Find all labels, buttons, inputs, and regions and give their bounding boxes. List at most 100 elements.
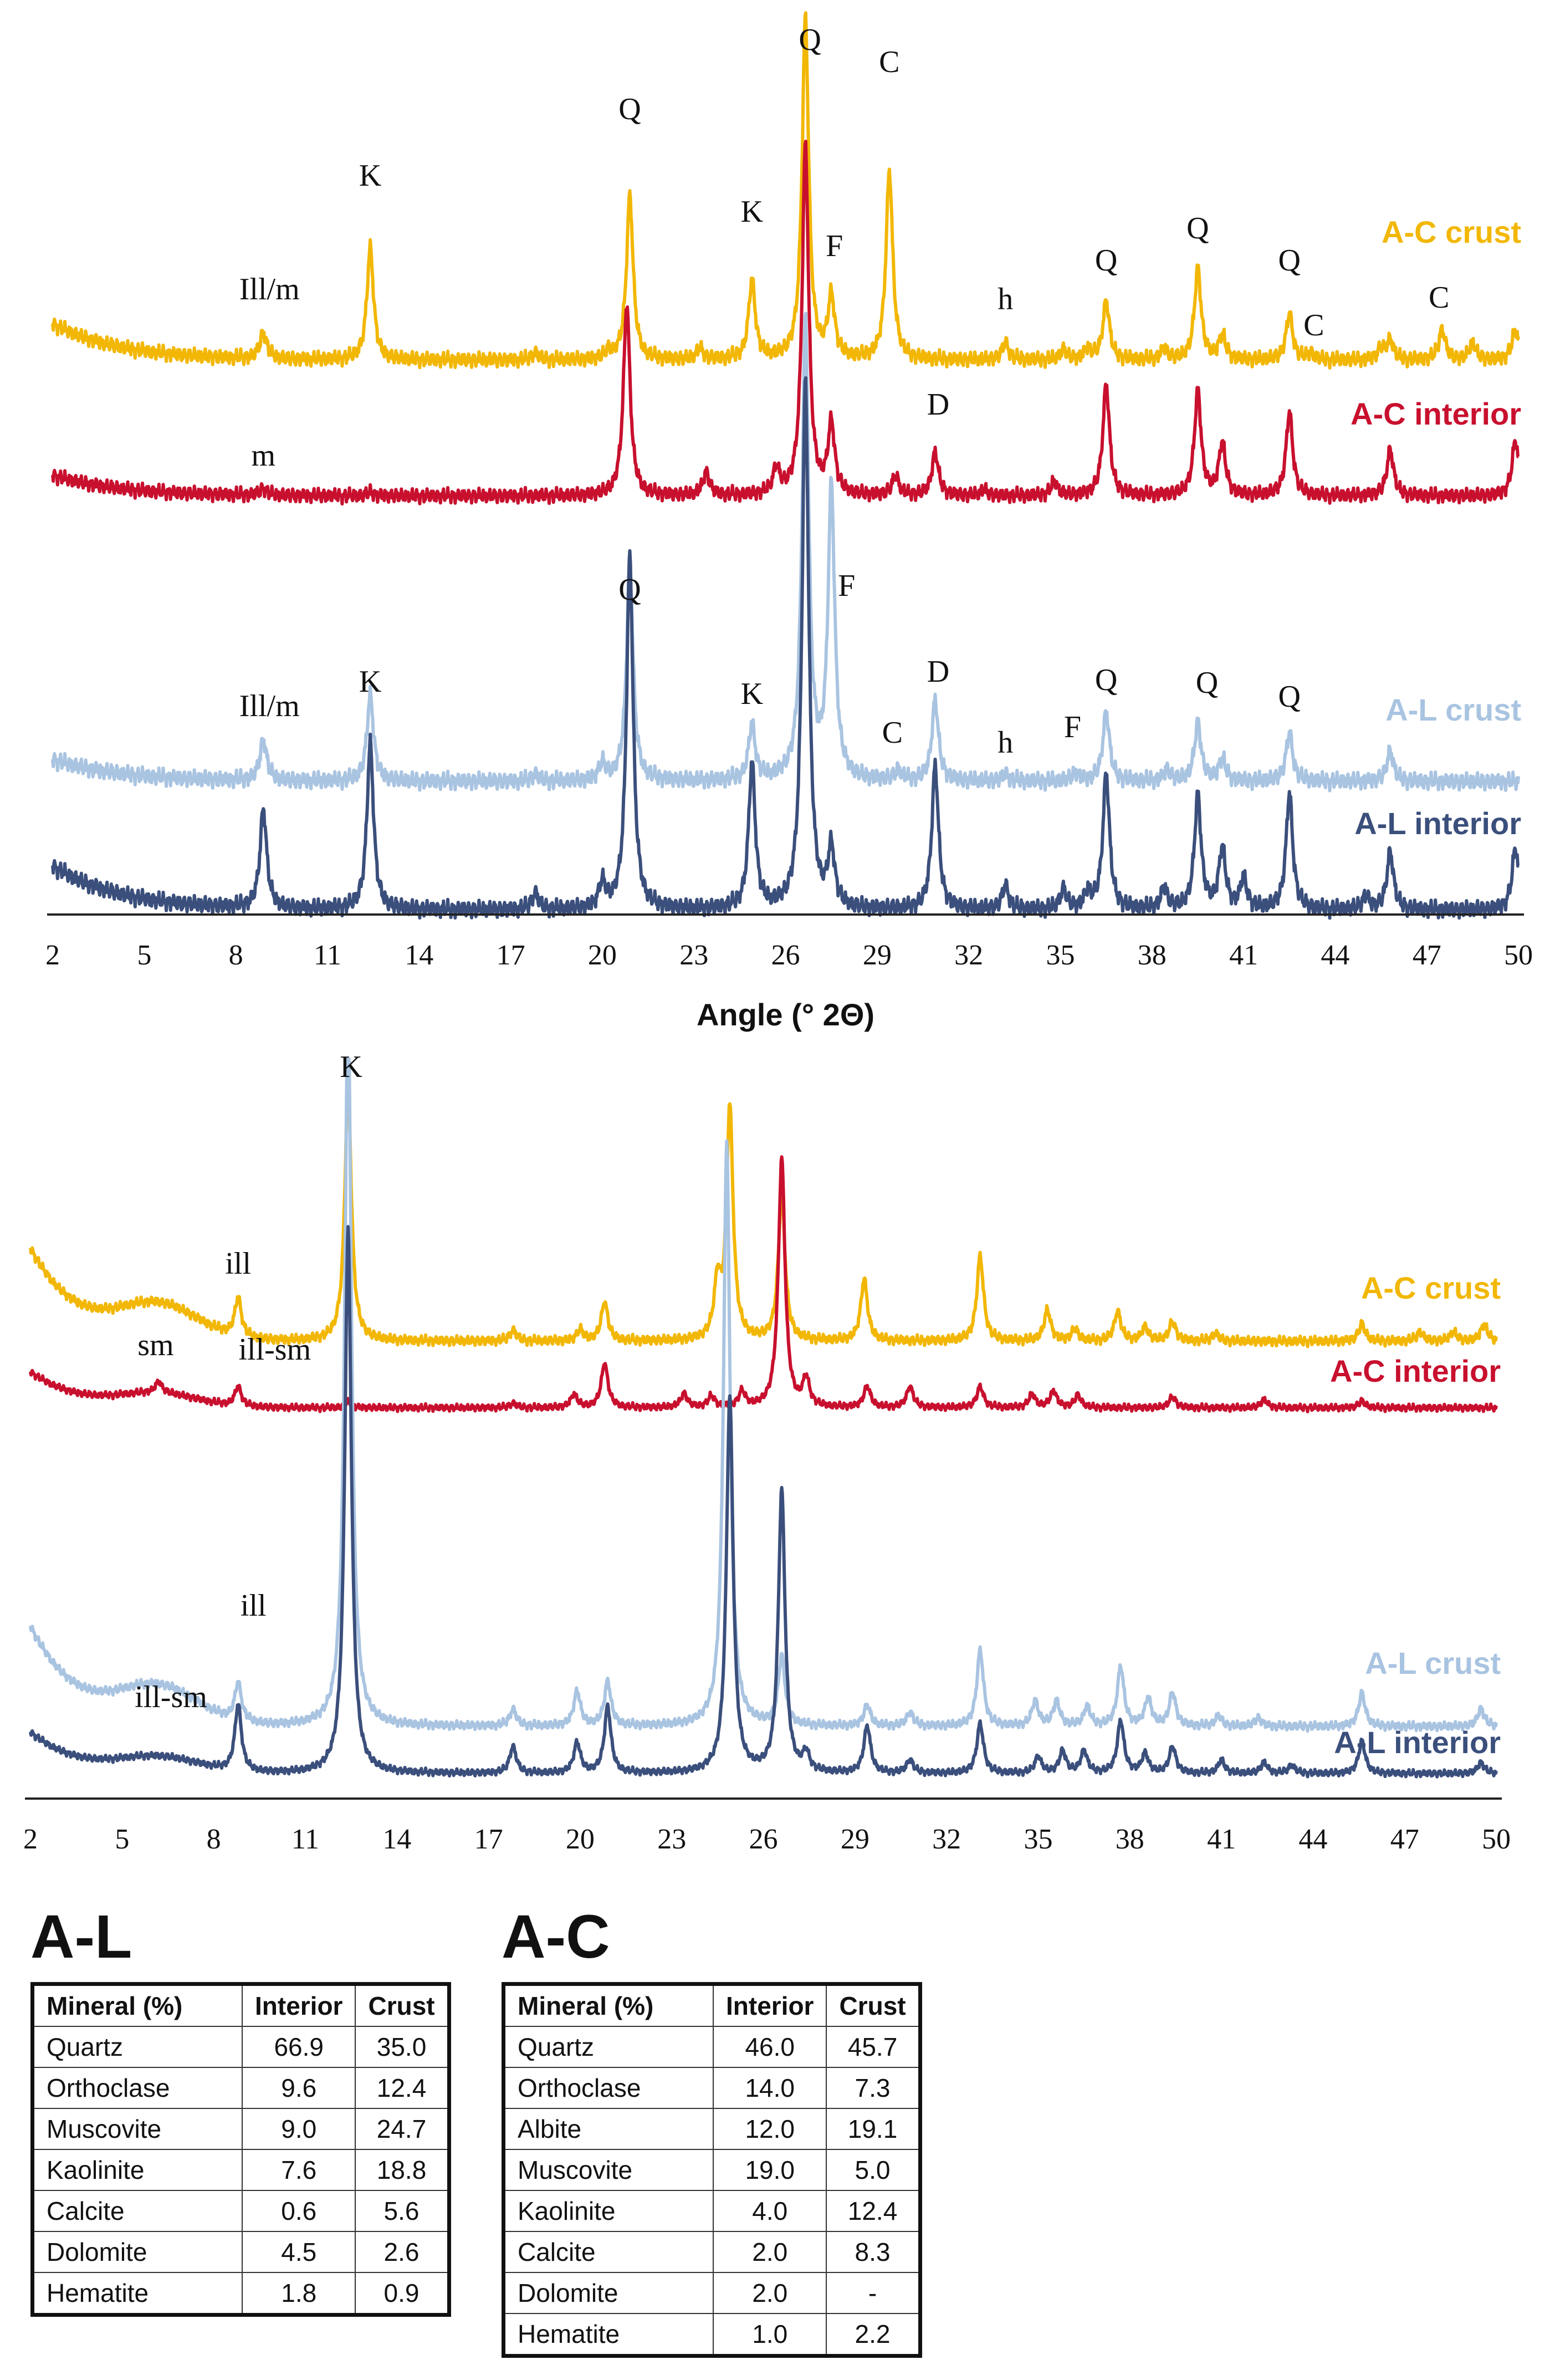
peak-label: D bbox=[927, 655, 949, 689]
crust-value-cell: 2.6 bbox=[355, 2231, 450, 2273]
xrd-chart-clay: A-C crust A-C interior A-L crust A-L interi… bbox=[23, 1050, 1511, 1851]
series-label-a-c-interior: A-C interior bbox=[1351, 396, 1521, 431]
crust-value-cell: 7.3 bbox=[826, 2067, 921, 2109]
peak-label: K bbox=[340, 1050, 362, 1084]
crust-value-cell: - bbox=[826, 2272, 921, 2314]
table-row: Calcite 0.6 5.6 bbox=[32, 2190, 450, 2232]
table-row: Muscovite 9.0 24.7 bbox=[32, 2108, 450, 2150]
mineral-name-cell: Dolomite bbox=[503, 2272, 714, 2314]
x-tick-label: 29 bbox=[841, 1824, 869, 1851]
peak-label: K bbox=[741, 677, 763, 711]
peak-label: C bbox=[1303, 308, 1324, 343]
crust-value-cell: 18.8 bbox=[355, 2149, 450, 2191]
peak-label: Q bbox=[799, 23, 821, 57]
crust-value-cell: 5.0 bbox=[826, 2149, 921, 2191]
peak-label: h bbox=[998, 726, 1013, 760]
x-tick-label: 23 bbox=[679, 939, 708, 971]
mineral-name-cell: Muscovite bbox=[503, 2149, 714, 2191]
mineral-name-cell: Dolomite bbox=[32, 2231, 243, 2273]
table-row: Orthoclase 14.0 7.3 bbox=[503, 2067, 921, 2109]
mineral-name-cell: Hematite bbox=[503, 2313, 714, 2357]
table-row: Kaolinite 7.6 18.8 bbox=[32, 2149, 450, 2191]
table-row: Orthoclase 9.6 12.4 bbox=[32, 2067, 450, 2109]
header-interior: Interior bbox=[241, 1983, 356, 2027]
mineral-name-cell: Calcite bbox=[503, 2231, 714, 2273]
mineral-name-cell: Hematite bbox=[32, 2272, 243, 2316]
series-label-a-l-crust: A-L crust bbox=[1365, 1646, 1501, 1681]
interior-value-cell: 2.0 bbox=[712, 2272, 827, 2314]
series-label-a-c-crust: A-C crust bbox=[1361, 1270, 1501, 1305]
x-tick-label: 32 bbox=[932, 1824, 961, 1851]
x-tick-label: 26 bbox=[749, 1824, 778, 1851]
mineral-name-cell: Muscovite bbox=[32, 2108, 243, 2150]
mineral-tables: A-L Mineral (%) Interior Crust Quartz 66.… bbox=[0, 1907, 1560, 2380]
header-mineral: Mineral (%) bbox=[503, 1983, 714, 2027]
x-tick-label: 17 bbox=[497, 939, 525, 971]
series-line-a-l-interior bbox=[51, 376, 1520, 920]
interior-value-cell: 4.5 bbox=[241, 2231, 356, 2273]
x-tick-label: 23 bbox=[657, 1824, 686, 1851]
peak-label: Q bbox=[1278, 680, 1300, 714]
peak-label: Q bbox=[1095, 243, 1117, 278]
peak-label: m bbox=[251, 438, 275, 473]
peak-label: F bbox=[1064, 710, 1081, 744]
peak-label: Q bbox=[618, 573, 641, 607]
peak-label: ill bbox=[241, 1589, 267, 1623]
al-mineral-table: Mineral (%) Interior Crust Quartz 66.9 35.… bbox=[30, 1982, 451, 2317]
interior-value-cell: 12.0 bbox=[712, 2108, 827, 2150]
ac-table-block: A-C Mineral (%) Interior Crust Quartz 46.… bbox=[502, 1907, 922, 2358]
x-tick-label: 8 bbox=[229, 939, 243, 971]
x-tick-label: 26 bbox=[771, 939, 800, 971]
crust-value-cell: 0.9 bbox=[355, 2272, 450, 2316]
interior-value-cell: 19.0 bbox=[712, 2149, 827, 2191]
interior-value-cell: 9.0 bbox=[241, 2108, 356, 2150]
series-line-a-c-crust bbox=[29, 1078, 1498, 1349]
x-tick-label: 41 bbox=[1229, 939, 1258, 971]
crust-value-cell: 8.3 bbox=[826, 2231, 921, 2273]
mineral-name-cell: Kaolinite bbox=[32, 2149, 243, 2191]
peak-label: K bbox=[741, 195, 763, 229]
interior-value-cell: 0.6 bbox=[241, 2190, 356, 2232]
interior-value-cell: 9.6 bbox=[241, 2067, 356, 2109]
peak-label: F bbox=[838, 569, 855, 603]
x-tick-label: 47 bbox=[1390, 1824, 1419, 1851]
peak-label: C bbox=[879, 45, 899, 79]
x-tick-label: 50 bbox=[1482, 1824, 1511, 1851]
peak-label: Q bbox=[1278, 243, 1300, 278]
x-tick-label: 35 bbox=[1046, 939, 1075, 971]
x-tick-label: 2 bbox=[45, 939, 60, 971]
series-line-a-l-interior bbox=[29, 1225, 1498, 1779]
x-axis-title: Angle (° 2Θ) bbox=[697, 997, 874, 1032]
peak-label: sm bbox=[137, 1328, 173, 1362]
crust-value-cell: 24.7 bbox=[355, 2108, 450, 2150]
interior-value-cell: 1.8 bbox=[241, 2272, 356, 2316]
header-crust: Crust bbox=[826, 1983, 921, 2027]
interior-value-cell: 4.0 bbox=[712, 2190, 827, 2232]
crust-value-cell: 2.2 bbox=[826, 2313, 921, 2357]
interior-value-cell: 66.9 bbox=[241, 2026, 356, 2068]
series-label-a-l-crust: A-L crust bbox=[1385, 692, 1521, 727]
x-tick-label: 35 bbox=[1024, 1824, 1052, 1851]
table-row: Quartz 46.0 45.7 bbox=[503, 2026, 921, 2068]
table-row: Dolomite 2.0- bbox=[503, 2272, 921, 2314]
x-tick-label: 38 bbox=[1116, 1824, 1144, 1851]
header-mineral: Mineral (%) bbox=[32, 1983, 243, 2027]
table-row: Kaolinite 4.0 12.4 bbox=[503, 2190, 921, 2232]
x-tick-label: 8 bbox=[207, 1824, 221, 1851]
peak-label: K bbox=[359, 159, 381, 193]
peak-label: ill bbox=[225, 1247, 251, 1281]
crust-value-cell: 12.4 bbox=[355, 2067, 450, 2109]
xrd-chart-bulk: A-C crust A-C interior A-L crust A-L interi… bbox=[45, 11, 1533, 1032]
interior-value-cell: 2.0 bbox=[712, 2231, 827, 2273]
series-label-a-l-interior: A-L interior bbox=[1354, 806, 1521, 841]
peak-label: K bbox=[359, 665, 381, 699]
table-row: Muscovite 19.0 5.0 bbox=[503, 2149, 921, 2191]
mineral-name-cell: Albite bbox=[503, 2108, 714, 2150]
mineral-name-cell: Orthoclase bbox=[503, 2067, 714, 2109]
interior-value-cell: 1.0 bbox=[712, 2313, 827, 2357]
interior-value-cell: 46.0 bbox=[712, 2026, 827, 2068]
x-tick-label: 14 bbox=[382, 1824, 411, 1851]
peak-label: Q bbox=[1095, 663, 1117, 697]
mineral-name-cell: Quartz bbox=[503, 2026, 714, 2068]
peak-label: h bbox=[998, 282, 1013, 316]
